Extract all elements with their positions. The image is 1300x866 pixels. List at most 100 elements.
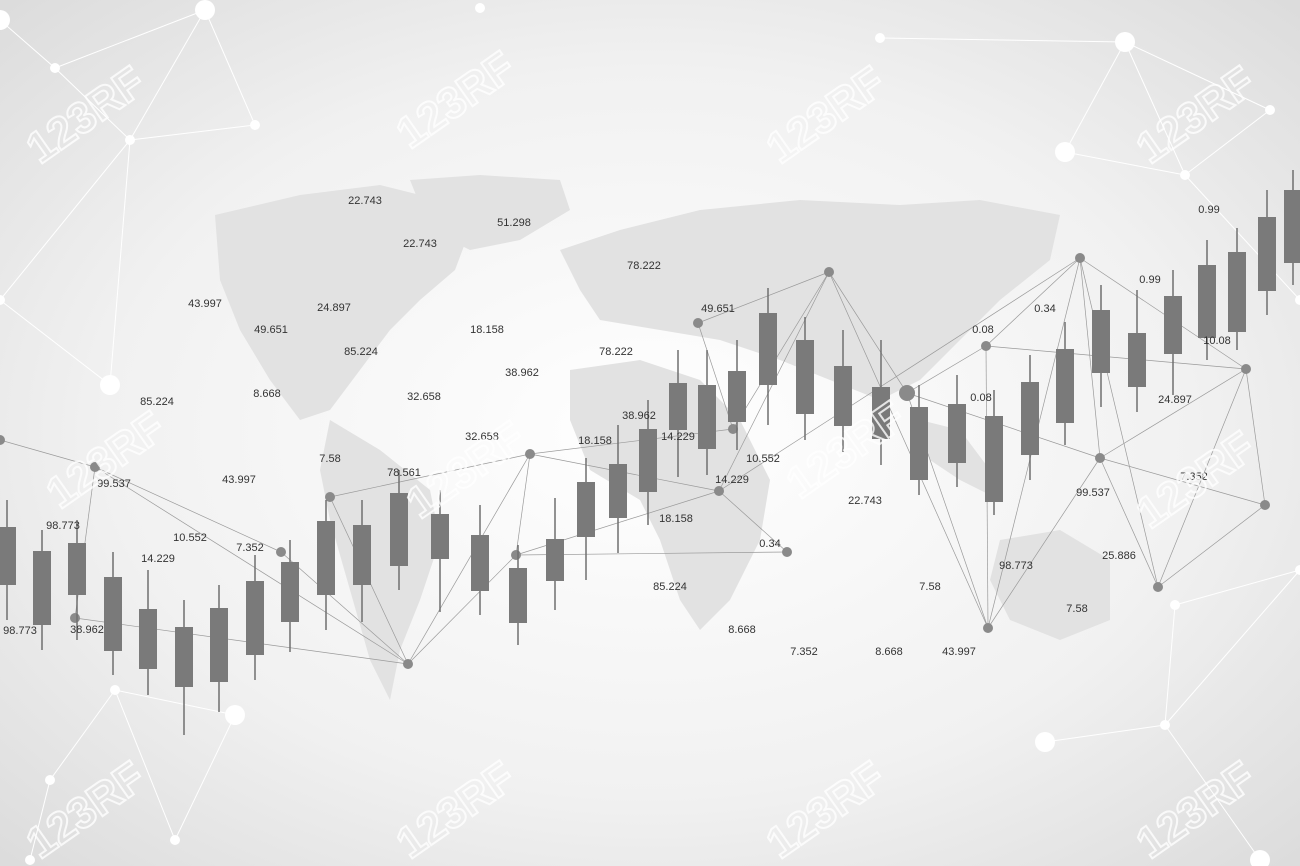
number-label: 10.552: [173, 532, 207, 544]
web-node: [195, 0, 215, 20]
web-node: [1250, 850, 1270, 866]
number-label: 10.552: [746, 453, 780, 465]
candle-body: [834, 366, 852, 426]
net-node: [983, 623, 993, 633]
number-label: 8.668: [875, 646, 903, 658]
net-line: [74, 617, 409, 665]
number-label: 7.352: [790, 646, 818, 658]
number-label: 43.997: [222, 474, 256, 486]
net-node: [70, 613, 80, 623]
web-node: [1295, 565, 1300, 575]
net-line: [280, 551, 409, 665]
candle-body: [546, 539, 564, 581]
candle-body: [609, 464, 627, 518]
number-label: 7.58: [1066, 603, 1087, 615]
web-node: [1055, 142, 1075, 162]
net-line: [1079, 257, 1101, 459]
net-line: [985, 345, 1247, 370]
net-line: [987, 457, 1101, 629]
number-label: 0.08: [970, 392, 991, 404]
web-line: [1184, 174, 1300, 301]
number-label: 7.352: [236, 542, 264, 554]
net-node: [714, 486, 724, 496]
net-line: [1099, 457, 1266, 506]
number-label: 49.651: [254, 324, 288, 336]
web-line: [0, 19, 56, 69]
net-node: [1095, 453, 1105, 463]
candle-body: [509, 568, 527, 623]
number-label: 18.158: [470, 324, 504, 336]
web-line: [54, 9, 206, 69]
net-line: [906, 345, 987, 394]
net-line: [407, 554, 517, 665]
number-label: 22.743: [848, 495, 882, 507]
web-line: [1174, 569, 1300, 606]
web-node: [1295, 295, 1300, 305]
number-label: 49.651: [701, 303, 735, 315]
net-line: [985, 257, 1081, 347]
candle-body: [759, 313, 777, 385]
web-node: [1180, 170, 1190, 180]
candle-body: [139, 609, 157, 669]
candle-body: [317, 521, 335, 595]
number-label: 8.668: [728, 624, 756, 636]
web-node: [50, 63, 60, 73]
web-line: [879, 37, 1126, 43]
web-node: [45, 775, 55, 785]
candle-body: [281, 562, 299, 622]
net-node: [90, 462, 100, 472]
net-line: [732, 271, 830, 430]
net-line: [906, 392, 1101, 459]
candle-body: [471, 535, 489, 591]
web-node: [25, 855, 35, 865]
number-label: 51.298: [497, 217, 531, 229]
candle-body: [872, 387, 890, 439]
number-label: 38.962: [505, 367, 539, 379]
candle-body: [1198, 265, 1216, 338]
number-label: 0.34: [1034, 303, 1055, 315]
net-line: [1245, 368, 1266, 506]
number-label: 22.743: [348, 195, 382, 207]
number-label: 18.158: [659, 513, 693, 525]
net-line: [94, 466, 282, 553]
number-label: 32.658: [407, 391, 441, 403]
number-label: 14.229: [661, 431, 695, 443]
net-line: [828, 271, 989, 629]
web-line: [54, 67, 131, 141]
net-line: [1079, 257, 1247, 370]
number-label: 38.962: [622, 410, 656, 422]
candle-body: [985, 416, 1003, 502]
net-node: [1153, 582, 1163, 592]
web-node: [170, 835, 180, 845]
candle-body: [431, 514, 449, 559]
net-node: [325, 492, 335, 502]
net-line: [718, 257, 1081, 492]
number-label: 99.537: [97, 478, 131, 490]
web-line: [1044, 724, 1166, 743]
net-node: [693, 318, 703, 328]
web-node: [1170, 600, 1180, 610]
number-label: 8.668: [253, 388, 281, 400]
net-line: [1157, 504, 1266, 588]
net-line: [329, 453, 531, 498]
candle-body: [104, 577, 122, 651]
number-label: 43.997: [942, 646, 976, 658]
web-node: [475, 3, 485, 13]
candle-body: [639, 429, 657, 492]
number-label: 24.897: [317, 302, 351, 314]
net-node: [728, 424, 738, 434]
net-line: [718, 490, 788, 553]
candle-body: [577, 482, 595, 537]
number-label: 7.58: [919, 581, 940, 593]
candle-body: [1228, 252, 1246, 332]
number-label: 85.224: [653, 581, 687, 593]
number-label: 18.158: [578, 435, 612, 447]
net-node: [525, 449, 535, 459]
net-node: [1075, 253, 1085, 263]
candle-body: [246, 581, 264, 655]
web-line: [109, 139, 131, 386]
net-node: [899, 385, 915, 401]
web-node: [0, 10, 10, 30]
number-label: 24.897: [1158, 394, 1192, 406]
